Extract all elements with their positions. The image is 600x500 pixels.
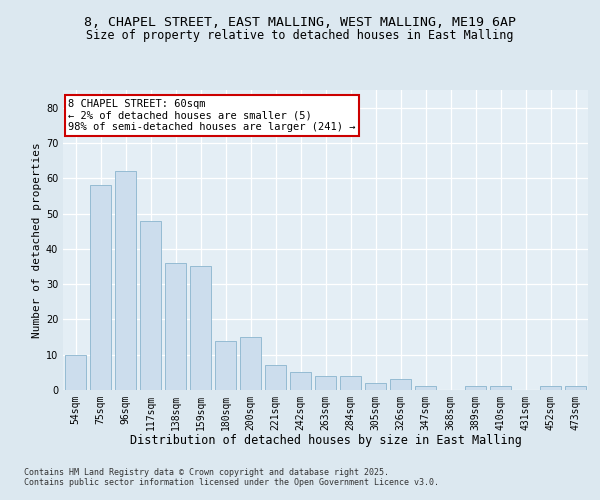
Bar [565, 386, 586, 390]
Bar [140, 220, 161, 390]
Bar [240, 337, 261, 390]
Bar [415, 386, 436, 390]
Bar [465, 386, 486, 390]
Text: Size of property relative to detached houses in East Malling: Size of property relative to detached ho… [86, 28, 514, 42]
Text: 8 CHAPEL STREET: 60sqm
← 2% of detached houses are smaller (5)
98% of semi-detac: 8 CHAPEL STREET: 60sqm ← 2% of detached … [68, 99, 356, 132]
Bar [190, 266, 211, 390]
Bar [215, 340, 236, 390]
Bar [365, 383, 386, 390]
Bar [540, 386, 561, 390]
Bar [490, 386, 511, 390]
Bar [315, 376, 336, 390]
Bar [390, 380, 411, 390]
Y-axis label: Number of detached properties: Number of detached properties [32, 142, 41, 338]
Text: Contains HM Land Registry data © Crown copyright and database right 2025.
Contai: Contains HM Land Registry data © Crown c… [24, 468, 439, 487]
Bar [165, 263, 186, 390]
Text: 8, CHAPEL STREET, EAST MALLING, WEST MALLING, ME19 6AP: 8, CHAPEL STREET, EAST MALLING, WEST MAL… [84, 16, 516, 29]
Bar [265, 366, 286, 390]
Bar [65, 354, 86, 390]
Bar [90, 186, 111, 390]
Bar [290, 372, 311, 390]
Bar [340, 376, 361, 390]
X-axis label: Distribution of detached houses by size in East Malling: Distribution of detached houses by size … [130, 434, 521, 448]
Bar [115, 171, 136, 390]
